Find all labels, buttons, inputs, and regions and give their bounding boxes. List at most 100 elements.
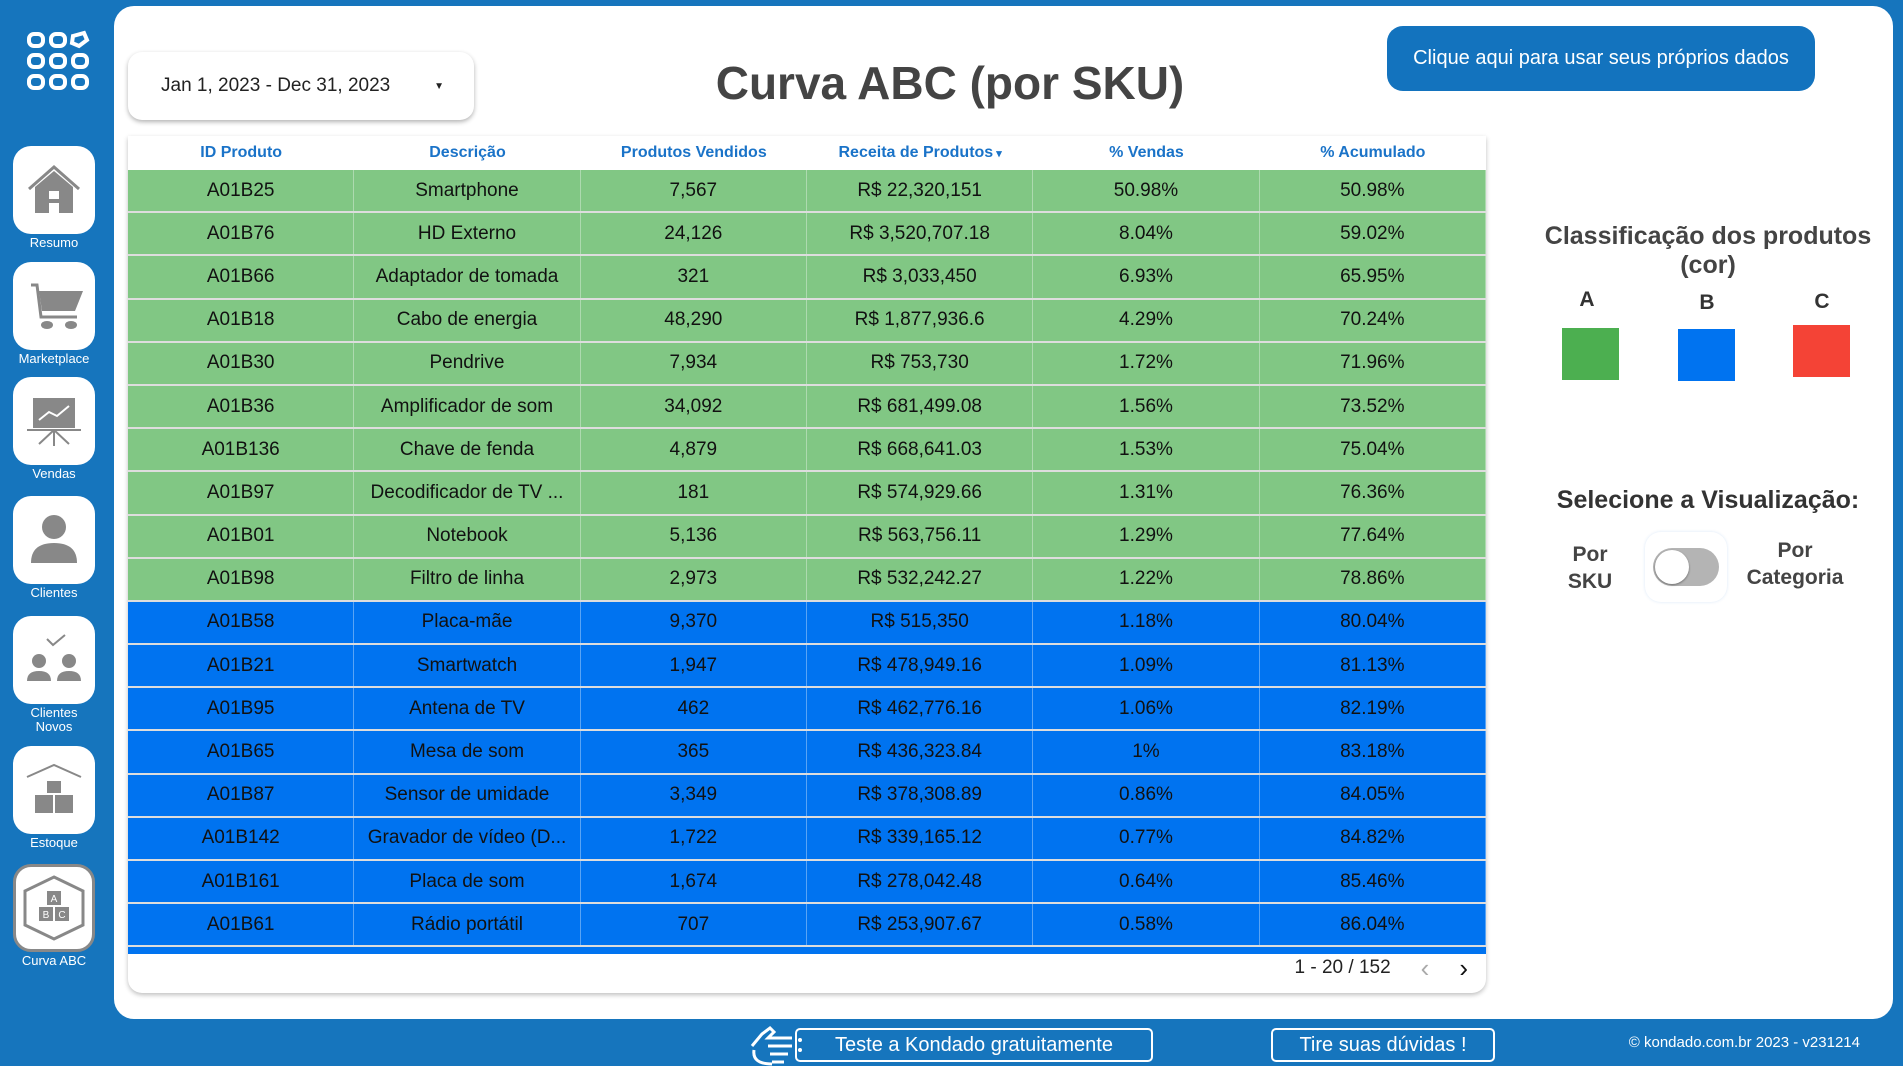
- table-row[interactable]: A01B21 Smartwatch 1,947 R$ 478,949.16 1.09% 8…: [128, 645, 1486, 689]
- table-row[interactable]: A01B95 Antena de TV 462 R$ 462,776.16 1.06% 8…: [128, 688, 1486, 732]
- table-cell: R$ 1,877,936.6: [807, 299, 1034, 341]
- table-cell: 48,290: [581, 299, 807, 341]
- caret-down-icon: ▼: [434, 80, 444, 92]
- table-cell: Cabo de energia: [354, 299, 581, 341]
- table-cell: A01B142: [128, 817, 355, 859]
- table-row[interactable]: [128, 947, 1486, 954]
- table-row[interactable]: A01B142 Gravador de vídeo (D... 1,722 R$ 33…: [128, 817, 1486, 861]
- table-row[interactable]: A01B65 Mesa de som 365 R$ 436,323.84 1% 83.18…: [128, 731, 1486, 775]
- table-cell: 321: [581, 256, 807, 298]
- table-cell: Filtro de linha: [354, 558, 581, 600]
- table-cell: 0.58%: [1033, 904, 1260, 946]
- table-row[interactable]: A01B30 Pendrive 7,934 R$ 753,730 1.72% 71.96%: [128, 342, 1486, 386]
- free-trial-button[interactable]: Teste a Kondado gratuitamente: [795, 1028, 1153, 1062]
- sidebar-item-resumo[interactable]: Resumo: [13, 146, 95, 250]
- table-cell: Placa-mãe: [354, 601, 581, 644]
- table-row[interactable]: A01B18 Cabo de energia 48,290 R$ 1,877,936.…: [128, 299, 1486, 343]
- app-grid-logo-icon[interactable]: [26, 30, 90, 92]
- table-cell: R$ 3,520,707.18: [807, 213, 1034, 255]
- table-cell: A01B25: [128, 170, 355, 212]
- column-header-label: Receita de Produtos: [838, 144, 994, 161]
- table-row[interactable]: A01B76 HD Externo 24,126 R$ 3,520,707.18 8.0…: [128, 213, 1486, 257]
- table-row[interactable]: A01B98 Filtro de linha 2,973 R$ 532,242.27 1…: [128, 558, 1486, 602]
- table-row[interactable]: A01B25 Smartphone 7,567 R$ 22,320,151 50.98%…: [128, 170, 1486, 214]
- table-cell: 50.98%: [1033, 170, 1260, 212]
- sidebar-tile[interactable]: [13, 616, 95, 704]
- sidebar-item-label: Clientes: [30, 585, 78, 600]
- option-by-sku[interactable]: Por SKU: [1567, 543, 1613, 593]
- column-header[interactable]: Produtos Vendidos: [581, 144, 807, 162]
- help-button[interactable]: Tire suas dúvidas !: [1271, 1028, 1495, 1062]
- sidebar-item-clientes-novos[interactable]: Clientes Novos: [13, 616, 95, 734]
- table-cell: 70.24%: [1260, 299, 1486, 341]
- sidebar-item-clientes[interactable]: Clientes: [13, 496, 95, 600]
- table-cell: 65.95%: [1260, 256, 1486, 298]
- table-row[interactable]: A01B66 Adaptador de tomada 321 R$ 3,033,450…: [128, 256, 1486, 300]
- date-range-picker[interactable]: Jan 1, 2023 - Dec 31, 2023 ▼: [128, 52, 474, 120]
- class-a-swatch: [1562, 328, 1619, 380]
- table-row[interactable]: A01B58 Placa-mãe 9,370 R$ 515,350 1.18% 80.04…: [128, 601, 1486, 646]
- sidebar-item-label: Clientes Novos: [30, 705, 78, 734]
- sidebar-item-estoque[interactable]: Estoque: [13, 746, 95, 850]
- table-row[interactable]: A01B97 Decodificador de TV ... 181 R$ 574,9…: [128, 472, 1486, 516]
- sidebar-tile[interactable]: [13, 262, 95, 350]
- table-cell: 3,349: [581, 774, 807, 816]
- column-header[interactable]: Receita de Produtos ▾: [807, 144, 1033, 162]
- chevron-right-icon[interactable]: ›: [1459, 952, 1468, 983]
- table-row[interactable]: A01B136 Chave de fenda 4,879 R$ 668,641.03 1…: [128, 429, 1486, 473]
- table-cell: 1.29%: [1033, 515, 1260, 557]
- table-row[interactable]: A01B36 Amplificador de som 34,092 R$ 681,49…: [128, 385, 1486, 430]
- new-clients-icon: [27, 634, 81, 681]
- table-cell: A01B61: [128, 904, 355, 946]
- table-cell: 1,722: [581, 817, 807, 859]
- table-header: ID Produto Descrição Produtos Vendidos Rece…: [128, 136, 1486, 170]
- sidebar-tile[interactable]: [13, 746, 95, 834]
- chevron-left-icon[interactable]: ‹: [1420, 952, 1430, 983]
- table-row[interactable]: A01B61 Rádio portátil 707 R$ 253,907.67 0.58…: [128, 904, 1486, 948]
- sort-desc-icon[interactable]: ▾: [993, 148, 1002, 160]
- table-body[interactable]: A01B25 Smartphone 7,567 R$ 22,320,151 50.98%…: [128, 170, 1486, 954]
- table-cell: R$ 378,308.89: [807, 774, 1034, 816]
- table-row[interactable]: A01B161 Placa de som 1,674 R$ 278,042.48 0.6…: [128, 861, 1486, 905]
- table-row[interactable]: A01B01 Notebook 5,136 R$ 563,756.11 1.29% 77.…: [128, 515, 1486, 559]
- column-header[interactable]: Descrição: [354, 144, 580, 162]
- table-cell: A01B161: [128, 861, 355, 903]
- table-cell: 0.86%: [1033, 774, 1260, 816]
- sidebar-item-marketplace[interactable]: Marketplace: [13, 262, 95, 366]
- table-cell: R$ 574,929.66: [807, 472, 1034, 514]
- table-row[interactable]: A01B87 Sensor de umidade 3,349 R$ 378,308.8…: [128, 774, 1486, 818]
- column-header[interactable]: % Acumulado: [1260, 144, 1486, 162]
- table-cell: 1.22%: [1033, 558, 1260, 600]
- user-icon: [31, 515, 77, 563]
- sidebar-item-curva-abc[interactable]: A B C Curva ABC: [13, 864, 95, 968]
- table-cell: Decodificador de TV ...: [354, 472, 581, 514]
- column-header[interactable]: ID Produto: [128, 144, 354, 162]
- table-cell: 7,567: [581, 170, 807, 212]
- sidebar-tile[interactable]: [13, 496, 95, 584]
- table-cell: 8.04%: [1033, 213, 1260, 255]
- pagination-range: 1 - 20 / 152: [1294, 957, 1391, 978]
- column-header[interactable]: % Vendas: [1033, 144, 1259, 162]
- option-by-category[interactable]: Por Categoria: [1746, 539, 1844, 589]
- table-cell: 80.04%: [1260, 601, 1486, 644]
- sidebar-tile[interactable]: [13, 146, 95, 234]
- pagination: 1 - 20 / 152 ‹ ›: [1295, 951, 1468, 985]
- svg-text:C: C: [58, 910, 65, 921]
- use-own-data-button[interactable]: Clique aqui para usar seus próprios dado…: [1387, 26, 1815, 91]
- table-cell: A01B95: [128, 688, 355, 730]
- table-cell: 1.56%: [1033, 385, 1260, 428]
- table-cell: A01B36: [128, 385, 355, 428]
- sidebar-tile[interactable]: [13, 377, 95, 465]
- view-toggle[interactable]: [1645, 532, 1727, 602]
- table-cell: 75.04%: [1260, 429, 1486, 471]
- table-cell: 24,126: [581, 213, 807, 255]
- sidebar-item-vendas[interactable]: Vendas: [13, 377, 95, 481]
- table-cell: 50.98%: [1260, 170, 1486, 212]
- column-header-label: % Acumulado: [1320, 144, 1426, 161]
- class-c-swatch: [1793, 325, 1850, 377]
- toggle-track[interactable]: [1653, 548, 1719, 586]
- toggle-knob[interactable]: [1655, 550, 1689, 584]
- table-cell: R$ 753,730: [807, 342, 1034, 384]
- table-cell: 0.64%: [1033, 861, 1260, 903]
